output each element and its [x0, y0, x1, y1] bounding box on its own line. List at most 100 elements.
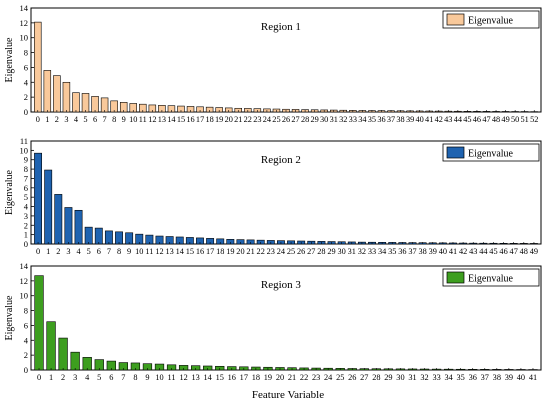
x-tick-label: 11 [145, 247, 153, 256]
x-tick-label: 19 [215, 115, 223, 124]
y-tick-label: 8 [24, 306, 28, 316]
x-tick-label: 36 [377, 115, 385, 124]
x-tick-label: 23 [253, 115, 261, 124]
x-tick-label: 11 [168, 373, 176, 382]
y-tick-label: 4 [24, 77, 29, 87]
x-tick-label: 5 [87, 247, 91, 256]
x-tick-label: 0 [36, 115, 40, 124]
legend-box [442, 10, 540, 29]
bar-2 [54, 194, 63, 245]
x-tick-label: 49 [501, 115, 509, 124]
x-tick-label: 15 [216, 373, 224, 382]
x-tick-label: 6 [93, 115, 97, 124]
bar-3 [64, 207, 73, 245]
x-tick-label: 43 [444, 115, 452, 124]
x-tick-label: 13 [158, 115, 166, 124]
x-tick-label: 12 [155, 247, 163, 256]
x-tick-label: 25 [272, 115, 280, 124]
x-tick-label: 7 [103, 115, 107, 124]
x-tick-label: 29 [310, 115, 318, 124]
y-tick-label: 0 [24, 239, 28, 249]
y-tick-label: 8 [24, 48, 28, 58]
legend: Eigenvalue [442, 10, 540, 29]
x-tick-label: 26 [297, 247, 305, 256]
x-tick-label: 32 [358, 247, 366, 256]
x-tick-label: 16 [186, 115, 194, 124]
bar-1 [44, 169, 53, 245]
y-axis-label: Eigenvalue [4, 295, 15, 341]
x-tick-label: 50 [511, 115, 519, 124]
x-tick-label: 15 [186, 247, 194, 256]
x-tick-label: 3 [64, 115, 68, 124]
x-tick-label: 47 [510, 247, 518, 256]
x-tick-label: 19 [264, 373, 272, 382]
x-tick-label: 40 [416, 115, 424, 124]
x-tick-label: 29 [384, 373, 392, 382]
x-tick-label: 6 [97, 247, 101, 256]
legend-box [442, 143, 540, 162]
y-tick-label: 8 [24, 164, 28, 174]
x-tick-label: 40 [439, 247, 447, 256]
x-tick-label: 4 [85, 373, 90, 382]
x-tick-label: 22 [244, 115, 252, 124]
legend-box [442, 268, 540, 287]
x-tick-label: 2 [55, 115, 59, 124]
x-tick-label: 13 [165, 247, 173, 256]
x-tick-label: 35 [457, 373, 465, 382]
legend-label: Eigenvalue [468, 149, 514, 160]
x-tick-label: 18 [216, 247, 224, 256]
x-tick-label: 41 [529, 373, 537, 382]
bar-7 [100, 97, 109, 113]
bar-0 [34, 21, 42, 113]
x-tick-label: 5 [97, 373, 101, 382]
x-tick-label: 21 [234, 115, 242, 124]
y-tick-label: 4 [24, 202, 29, 212]
x-tick-label: 3 [66, 247, 70, 256]
x-tick-label: 35 [368, 115, 376, 124]
x-tick-label: 39 [429, 247, 437, 256]
x-tick-label: 43 [469, 247, 477, 256]
x-tick-label: 2 [56, 247, 60, 256]
x-tick-label: 32 [339, 115, 347, 124]
x-tick-label: 20 [236, 247, 244, 256]
x-tick-label: 1 [46, 247, 50, 256]
x-tick-label: 28 [372, 373, 380, 382]
bar-0 [34, 152, 43, 245]
x-tick-label: 17 [196, 115, 204, 124]
x-tick-label: 7 [107, 247, 111, 256]
x-tick-label: 9 [145, 373, 149, 382]
x-tick-label: 22 [300, 373, 308, 382]
bar-0 [34, 275, 44, 371]
x-tick-label: 5 [83, 115, 87, 124]
y-tick-label: 10 [20, 33, 29, 43]
x-tick-label: 39 [505, 373, 513, 382]
y-tick-label: 6 [24, 320, 28, 330]
x-tick-label: 18 [205, 115, 213, 124]
y-tick-label: 4 [24, 335, 29, 345]
x-tick-label: 8 [133, 373, 137, 382]
y-tick-label: 0 [24, 107, 28, 117]
bar-5 [81, 93, 90, 113]
x-tick-label: 1 [45, 115, 49, 124]
x-tick-label: 38 [396, 115, 404, 124]
x-tick-label: 12 [179, 373, 187, 382]
bar-2 [53, 75, 61, 113]
x-tick-label: 42 [459, 247, 467, 256]
x-tick-label: 30 [320, 115, 328, 124]
bar-5 [84, 226, 93, 245]
y-tick-label: 7 [24, 173, 28, 183]
x-tick-label: 37 [408, 247, 416, 256]
x-tick-label: 48 [492, 115, 500, 124]
x-tick-label: 8 [117, 247, 121, 256]
y-tick-label: 2 [24, 350, 28, 360]
x-tick-label: 16 [196, 247, 204, 256]
region-title: Region 2 [261, 154, 301, 166]
x-tick-label: 3 [73, 373, 77, 382]
x-tick-label: 45 [463, 115, 471, 124]
y-tick-label: 14 [20, 3, 29, 13]
legend-swatch [446, 13, 465, 26]
legend-label: Eigenvalue [468, 274, 514, 285]
x-tick-label: 32 [420, 373, 428, 382]
